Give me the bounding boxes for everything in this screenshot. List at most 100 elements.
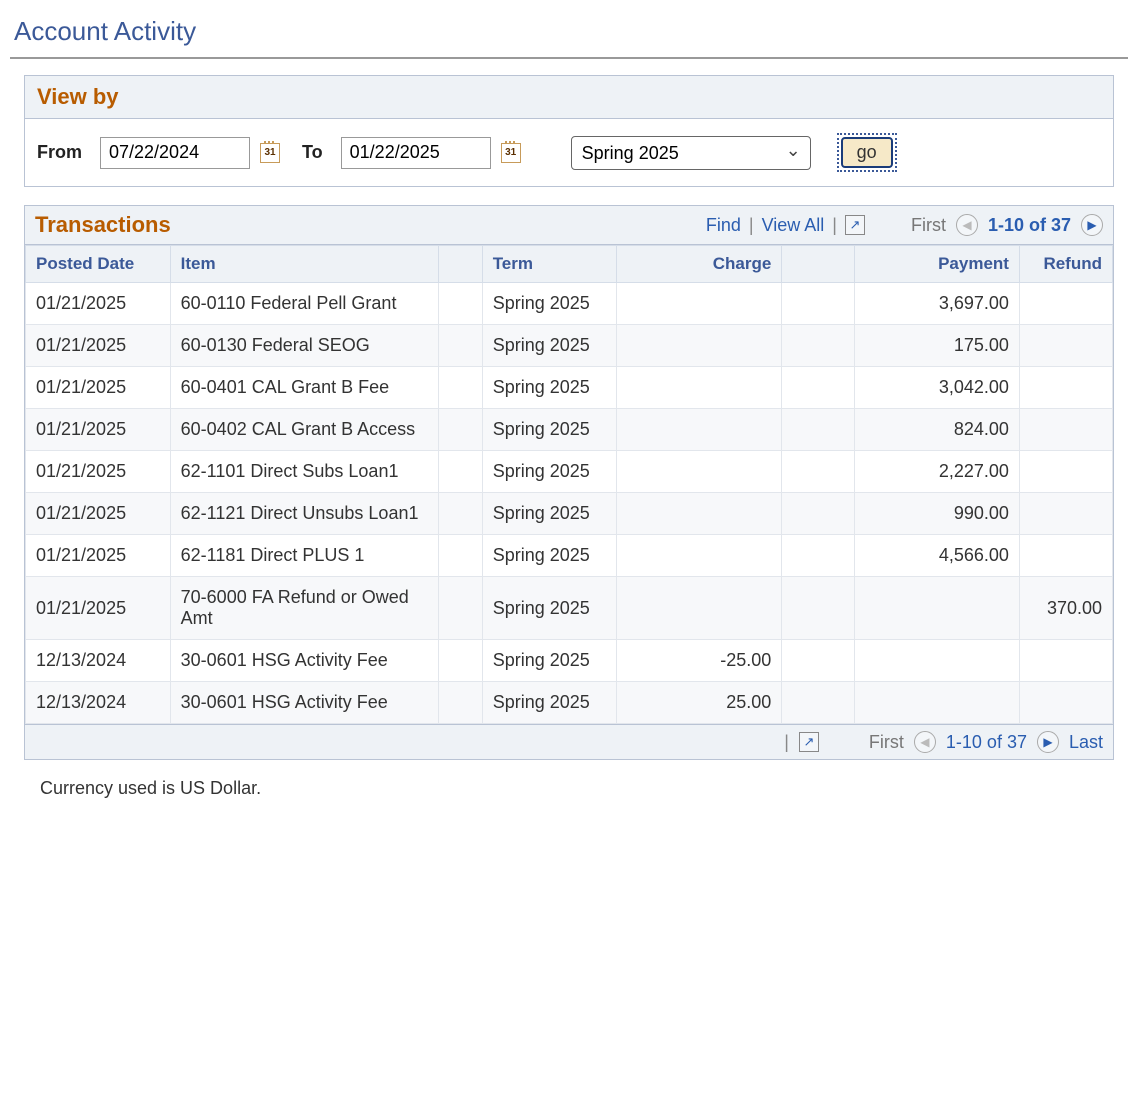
cell-term: Spring 2025 — [482, 577, 616, 640]
cell-spacer2 — [782, 577, 854, 640]
cell-spacer2 — [782, 535, 854, 577]
col-spacer — [439, 246, 482, 283]
transactions-table: Posted Date Item Term Charge Payment Ref… — [25, 245, 1113, 724]
page-range: 1-10 of 37 — [988, 215, 1071, 236]
cell-refund — [1019, 493, 1112, 535]
col-posted-date[interactable]: Posted Date — [26, 246, 171, 283]
first-page-label: First — [911, 215, 946, 236]
cell-spacer — [439, 451, 482, 493]
table-row: 01/21/202560-0401 CAL Grant B FeeSpring … — [26, 367, 1113, 409]
cell-payment — [854, 640, 1019, 682]
viewby-header: View by — [25, 76, 1113, 119]
cell-date: 01/21/2025 — [26, 409, 171, 451]
from-date-input[interactable] — [100, 137, 250, 169]
cell-spacer — [439, 493, 482, 535]
cell-date: 01/21/2025 — [26, 535, 171, 577]
cell-spacer2 — [782, 640, 854, 682]
cell-refund — [1019, 682, 1112, 724]
from-label: From — [37, 142, 82, 163]
table-row: 01/21/202562-1101 Direct Subs Loan1Sprin… — [26, 451, 1113, 493]
cell-term: Spring 2025 — [482, 640, 616, 682]
cell-charge — [617, 535, 782, 577]
to-date-input[interactable] — [341, 137, 491, 169]
currency-note: Currency used is US Dollar. — [40, 778, 1128, 799]
table-row: 01/21/202562-1181 Direct PLUS 1 Spring 20… — [26, 535, 1113, 577]
cell-date: 01/21/2025 — [26, 493, 171, 535]
cell-item: 30-0601 HSG Activity Fee — [170, 640, 439, 682]
separator: | — [784, 732, 789, 753]
cell-refund — [1019, 367, 1112, 409]
cell-charge: -25.00 — [617, 640, 782, 682]
prev-page-icon[interactable]: ◀ — [914, 731, 936, 753]
transactions-header: Transactions Find | View All | ↗ First ◀… — [25, 206, 1113, 245]
cell-spacer — [439, 367, 482, 409]
table-row: 01/21/202560-0130 Federal SEOG Spring 202… — [26, 325, 1113, 367]
to-calendar-icon[interactable]: 31 — [501, 143, 521, 163]
cell-spacer2 — [782, 367, 854, 409]
cell-spacer2 — [782, 682, 854, 724]
cell-item: 62-1181 Direct PLUS 1 — [170, 535, 439, 577]
cell-spacer — [439, 325, 482, 367]
cell-payment: 824.00 — [854, 409, 1019, 451]
col-term[interactable]: Term — [482, 246, 616, 283]
cell-date: 12/13/2024 — [26, 640, 171, 682]
cell-term: Spring 2025 — [482, 493, 616, 535]
cell-charge — [617, 493, 782, 535]
cell-refund — [1019, 535, 1112, 577]
prev-page-icon[interactable]: ◀ — [956, 214, 978, 236]
col-refund[interactable]: Refund — [1019, 246, 1112, 283]
cell-item: 60-0110 Federal Pell Grant — [170, 283, 439, 325]
table-row: 01/21/202562-1121 Direct Unsubs Loan1Spr… — [26, 493, 1113, 535]
transactions-footer: | ↗ First ◀ 1-10 of 37 ▶ Last — [25, 724, 1113, 759]
cell-spacer — [439, 640, 482, 682]
cell-payment: 2,227.00 — [854, 451, 1019, 493]
from-calendar-icon[interactable]: 31 — [260, 143, 280, 163]
page-title: Account Activity — [10, 10, 1128, 59]
cell-payment: 4,566.00 — [854, 535, 1019, 577]
table-row: 12/13/202430-0601 HSG Activity FeeSpring… — [26, 682, 1113, 724]
go-button[interactable]: go — [841, 137, 893, 168]
cell-spacer — [439, 682, 482, 724]
cell-term: Spring 2025 — [482, 325, 616, 367]
cell-refund: 370.00 — [1019, 577, 1112, 640]
cell-payment: 175.00 — [854, 325, 1019, 367]
next-page-icon[interactable]: ▶ — [1037, 731, 1059, 753]
view-all-link[interactable]: View All — [762, 215, 825, 236]
cell-item: 60-0401 CAL Grant B Fee — [170, 367, 439, 409]
cell-spacer — [439, 283, 482, 325]
filter-row: From 31 To 31 Spring 2025 go — [25, 119, 1113, 186]
cell-term: Spring 2025 — [482, 409, 616, 451]
first-page-label: First — [869, 732, 904, 753]
cell-date: 01/21/2025 — [26, 577, 171, 640]
last-page-link[interactable]: Last — [1069, 732, 1103, 753]
cell-item: 60-0130 Federal SEOG — [170, 325, 439, 367]
cell-refund — [1019, 283, 1112, 325]
next-page-icon[interactable]: ▶ — [1081, 214, 1103, 236]
col-charge[interactable]: Charge — [617, 246, 782, 283]
col-payment[interactable]: Payment — [854, 246, 1019, 283]
cell-payment: 3,697.00 — [854, 283, 1019, 325]
separator: | — [749, 215, 754, 236]
cell-term: Spring 2025 — [482, 283, 616, 325]
cell-term: Spring 2025 — [482, 535, 616, 577]
cell-date: 01/21/2025 — [26, 451, 171, 493]
popout-icon[interactable]: ↗ — [845, 215, 865, 235]
cell-charge — [617, 283, 782, 325]
cell-spacer2 — [782, 451, 854, 493]
cell-spacer — [439, 577, 482, 640]
cell-payment: 990.00 — [854, 493, 1019, 535]
find-link[interactable]: Find — [706, 215, 741, 236]
table-header-row: Posted Date Item Term Charge Payment Ref… — [26, 246, 1113, 283]
popout-icon[interactable]: ↗ — [799, 732, 819, 752]
term-select[interactable]: Spring 2025 — [571, 136, 811, 170]
cell-term: Spring 2025 — [482, 682, 616, 724]
cell-spacer — [439, 409, 482, 451]
cell-date: 01/21/2025 — [26, 325, 171, 367]
col-item[interactable]: Item — [170, 246, 439, 283]
cell-charge — [617, 325, 782, 367]
cell-charge — [617, 367, 782, 409]
cell-item: 62-1101 Direct Subs Loan1 — [170, 451, 439, 493]
separator: | — [832, 215, 837, 236]
cell-spacer2 — [782, 409, 854, 451]
cell-refund — [1019, 451, 1112, 493]
